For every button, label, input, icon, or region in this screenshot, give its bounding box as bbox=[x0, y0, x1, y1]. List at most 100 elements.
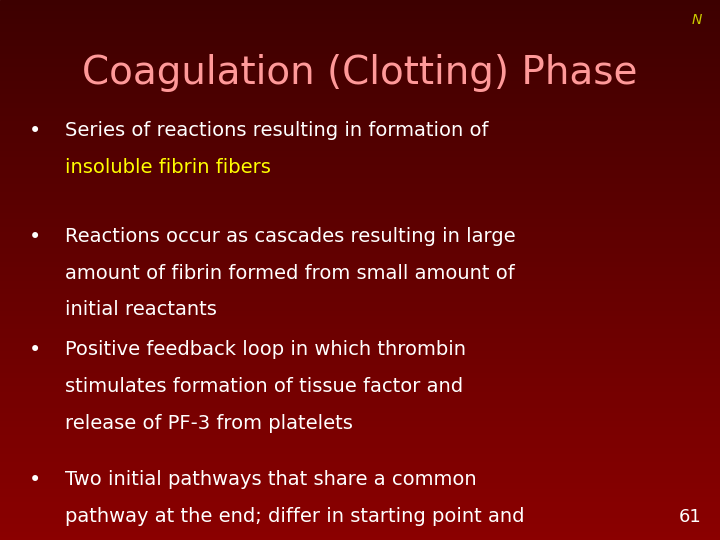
Bar bbox=[0, 289, 720, 292]
Bar bbox=[0, 313, 720, 316]
Bar bbox=[0, 413, 720, 416]
Bar bbox=[0, 418, 720, 421]
Bar bbox=[0, 486, 720, 489]
Bar bbox=[0, 240, 720, 243]
Bar bbox=[0, 232, 720, 235]
Bar bbox=[0, 500, 720, 502]
Text: Reactions occur as cascades resulting in large: Reactions occur as cascades resulting in… bbox=[65, 227, 516, 246]
Bar bbox=[0, 194, 720, 197]
Bar bbox=[0, 267, 720, 270]
Bar bbox=[0, 227, 720, 229]
Bar bbox=[0, 94, 720, 97]
Text: Series of reactions resulting in formation of: Series of reactions resulting in formati… bbox=[65, 122, 488, 140]
Bar bbox=[0, 265, 720, 267]
Bar bbox=[0, 208, 720, 211]
Bar bbox=[0, 535, 720, 537]
Bar bbox=[0, 394, 720, 397]
Bar bbox=[0, 437, 720, 440]
Bar bbox=[0, 143, 720, 146]
Bar bbox=[0, 116, 720, 119]
Bar bbox=[0, 410, 720, 413]
Bar bbox=[0, 14, 720, 16]
Bar bbox=[0, 359, 720, 362]
Bar bbox=[0, 513, 720, 516]
Bar bbox=[0, 262, 720, 265]
Bar bbox=[0, 103, 720, 105]
Bar bbox=[0, 375, 720, 378]
Bar bbox=[0, 230, 720, 232]
Bar bbox=[0, 475, 720, 478]
Bar bbox=[0, 321, 720, 324]
Bar bbox=[0, 364, 720, 367]
Bar bbox=[0, 281, 720, 284]
Bar bbox=[0, 197, 720, 200]
Bar bbox=[0, 362, 720, 364]
Bar bbox=[0, 32, 720, 35]
Bar bbox=[0, 400, 720, 402]
Bar bbox=[0, 221, 720, 224]
Bar bbox=[0, 259, 720, 262]
Bar bbox=[0, 297, 720, 300]
Bar bbox=[0, 92, 720, 94]
Bar bbox=[0, 27, 720, 30]
Bar bbox=[0, 159, 720, 162]
Bar bbox=[0, 319, 720, 321]
Bar bbox=[0, 402, 720, 405]
Bar bbox=[0, 219, 720, 221]
Bar bbox=[0, 405, 720, 408]
Bar bbox=[0, 167, 720, 170]
Bar bbox=[0, 68, 720, 70]
Bar bbox=[0, 19, 720, 22]
Bar bbox=[0, 446, 720, 448]
Bar bbox=[0, 305, 720, 308]
Bar bbox=[0, 78, 720, 81]
Text: Two initial pathways that share a common: Two initial pathways that share a common bbox=[65, 470, 477, 489]
Bar bbox=[0, 327, 720, 329]
Bar bbox=[0, 459, 720, 462]
Bar bbox=[0, 389, 720, 392]
Bar bbox=[0, 43, 720, 46]
Bar bbox=[0, 443, 720, 445]
Bar bbox=[0, 472, 720, 475]
Bar bbox=[0, 421, 720, 424]
Bar bbox=[0, 5, 720, 8]
Bar bbox=[0, 332, 720, 335]
Bar bbox=[0, 529, 720, 532]
Bar bbox=[0, 30, 720, 32]
Bar bbox=[0, 246, 720, 248]
Text: pathway at the end; differ in starting point and: pathway at the end; differ in starting p… bbox=[65, 507, 524, 525]
Bar bbox=[0, 429, 720, 432]
Bar bbox=[0, 200, 720, 202]
Bar bbox=[0, 335, 720, 338]
Bar bbox=[0, 216, 720, 219]
Bar bbox=[0, 454, 720, 456]
Bar bbox=[0, 329, 720, 332]
Bar bbox=[0, 213, 720, 216]
Bar bbox=[0, 367, 720, 370]
Bar bbox=[0, 521, 720, 524]
Text: •: • bbox=[29, 470, 41, 490]
Bar bbox=[0, 132, 720, 135]
Bar bbox=[0, 62, 720, 65]
Bar bbox=[0, 340, 720, 343]
Bar bbox=[0, 162, 720, 165]
Bar bbox=[0, 151, 720, 154]
Bar bbox=[0, 354, 720, 356]
Bar bbox=[0, 505, 720, 508]
Bar bbox=[0, 381, 720, 383]
Bar bbox=[0, 22, 720, 24]
Bar bbox=[0, 451, 720, 454]
Bar bbox=[0, 11, 720, 14]
Bar bbox=[0, 40, 720, 43]
Bar bbox=[0, 526, 720, 529]
Bar bbox=[0, 489, 720, 491]
Bar bbox=[0, 516, 720, 518]
Bar bbox=[0, 524, 720, 526]
Bar bbox=[0, 432, 720, 435]
Bar bbox=[0, 370, 720, 373]
Text: Coagulation (Clotting) Phase: Coagulation (Clotting) Phase bbox=[82, 54, 638, 92]
Bar bbox=[0, 46, 720, 49]
Bar bbox=[0, 248, 720, 251]
Bar bbox=[0, 308, 720, 310]
Bar bbox=[0, 3, 720, 5]
